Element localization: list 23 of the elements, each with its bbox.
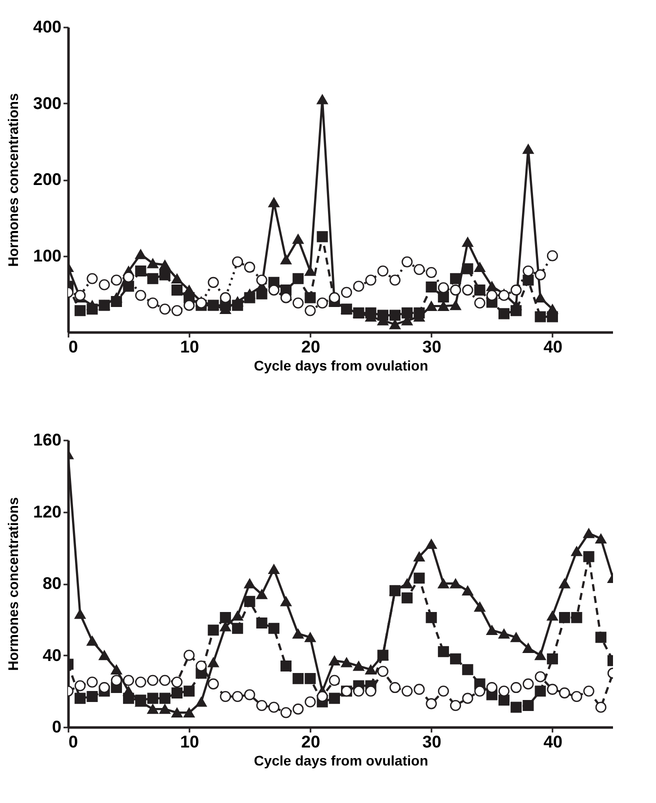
x-tick-label: 10 [180,732,200,752]
x-tick-label: 40 [543,338,562,356]
x-tick-label: 30 [422,732,442,752]
y-tick-label: 160 [33,430,62,450]
y-tick-label: 300 [33,94,62,113]
x-tick-label: 0 [68,732,78,752]
y-tick-label: 120 [33,502,62,522]
x-tick-label: 0 [68,338,78,356]
x-tick-label: 20 [301,338,320,356]
y-tick-label: 200 [33,170,62,189]
x-tick-label: 40 [543,732,562,752]
y-axis-title: Hormones concentrations [5,93,22,267]
y-axis-title: Hormones concentrations [5,497,22,671]
y-tick-label: 80 [42,574,62,593]
y-tick-label: 0 [52,718,62,736]
y-tick-label: 40 [42,646,62,665]
x-axis-title: Cycle days from ovulation [254,752,428,768]
x-axis-title: Cycle days from ovulation [254,358,428,374]
x-tick-label: 20 [301,732,320,752]
x-tick-label: 10 [180,338,200,356]
x-tick-label: 30 [422,338,442,356]
y-tick-label: 400 [33,18,62,36]
y-tick-label: 100 [33,246,62,266]
